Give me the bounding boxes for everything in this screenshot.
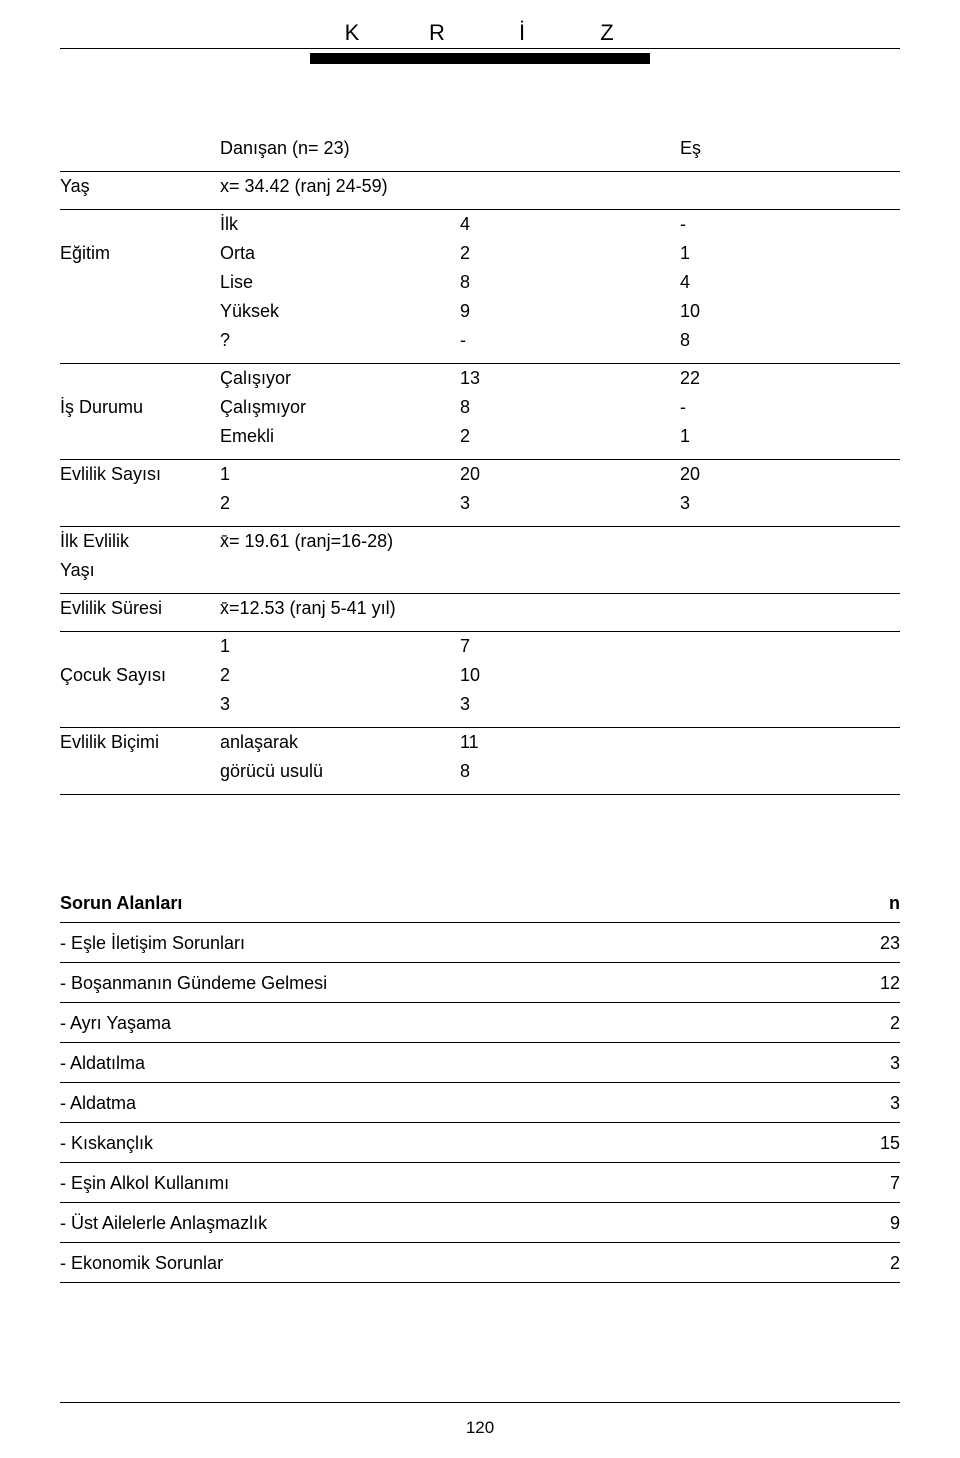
row-label-evsayisi: Evlilik Sayısı <box>60 460 220 490</box>
table-row: - Aldatma3 <box>60 1083 900 1123</box>
row-label-egitim: Eğitim <box>60 239 220 268</box>
cell: 1 <box>680 422 900 451</box>
cell: 3 <box>220 690 460 719</box>
cell: 2 <box>460 422 680 451</box>
cell: Lise <box>220 268 460 297</box>
cell: 3 <box>460 489 680 518</box>
cell: - Eşle İletişim Sorunları <box>60 923 840 963</box>
header-letter: İ <box>480 20 565 46</box>
cell: - Eşin Alkol Kullanımı <box>60 1163 840 1203</box>
problems-table: Sorun Alanları n - Eşle İletişim Sorunla… <box>60 885 900 1283</box>
table-row: - Ayrı Yaşama2 <box>60 1003 900 1043</box>
cell: 1 <box>680 239 900 268</box>
cell: 7 <box>840 1163 900 1203</box>
cell: 2 <box>220 661 460 690</box>
cell: 4 <box>460 210 680 240</box>
cell: anlaşarak <box>220 728 460 758</box>
header-letter: K <box>310 20 395 46</box>
header-bar <box>310 53 650 64</box>
cell: 4 <box>680 268 900 297</box>
row-label-ilkevlilik-l2: Yaşı <box>60 556 220 585</box>
col-header-es: Eş <box>680 134 900 163</box>
cell: x̄=12.53 (ranj 5-41 yıl) <box>220 594 460 624</box>
cell: 2 <box>840 1243 900 1283</box>
cell: 9 <box>840 1203 900 1243</box>
cell: 15 <box>840 1123 900 1163</box>
cell: x̄= 19.61 (ranj=16-28) <box>220 527 460 557</box>
cell: 20 <box>460 460 680 490</box>
table-row: - Boşanmanın Gündeme Gelmesi12 <box>60 963 900 1003</box>
cell: 8 <box>680 326 900 355</box>
cell: 3 <box>840 1043 900 1083</box>
t2-header-label: Sorun Alanları <box>60 885 840 923</box>
cell: 23 <box>840 923 900 963</box>
cell: 3 <box>460 690 680 719</box>
row-label-cocuk: Çocuk Sayısı <box>60 661 220 690</box>
cell: - <box>680 393 900 422</box>
table-row: - Aldatılma3 <box>60 1043 900 1083</box>
cell: 8 <box>460 393 680 422</box>
cell: Çalışmıyor <box>220 393 460 422</box>
cell: 13 <box>460 364 680 394</box>
table-row: - Kıskançlık15 <box>60 1123 900 1163</box>
table-row: - Eşle İletişim Sorunları23 <box>60 923 900 963</box>
row-value-yas: x= 34.42 (ranj 24-59) <box>220 172 460 202</box>
cell: 1 <box>220 632 460 662</box>
header-letter: Z <box>565 20 650 46</box>
row-label-ilkevlilik-l1: İlk Evlilik <box>60 527 220 557</box>
table-row: - Eşin Alkol Kullanımı7 <box>60 1163 900 1203</box>
cell: Orta <box>220 239 460 268</box>
cell: 3 <box>840 1083 900 1123</box>
cell: 8 <box>460 757 680 786</box>
cell: 1 <box>220 460 460 490</box>
row-label-yas: Yaş <box>60 172 220 202</box>
cell: 11 <box>460 728 680 758</box>
cell: Çalışıyor <box>220 364 460 394</box>
cell: 9 <box>460 297 680 326</box>
t2-header-n: n <box>840 885 900 923</box>
header-letters: K R İ Z <box>310 20 650 46</box>
cell: 10 <box>680 297 900 326</box>
page-number: 120 <box>0 1418 960 1438</box>
header-rule <box>60 48 900 49</box>
cell: 20 <box>680 460 900 490</box>
cell: - <box>680 210 900 240</box>
cell: 2 <box>460 239 680 268</box>
cell: İlk <box>220 210 460 240</box>
cell: 2 <box>840 1003 900 1043</box>
cell: 12 <box>840 963 900 1003</box>
cell: - <box>460 326 680 355</box>
cell: Yüksek <box>220 297 460 326</box>
cell: 3 <box>680 489 900 518</box>
demographics-table: Danışan (n= 23) Eş Yaş x= 34.42 (ranj 24… <box>60 134 900 795</box>
cell: 7 <box>460 632 680 662</box>
cell: - Aldatma <box>60 1083 840 1123</box>
cell: - Üst Ailelerle Anlaşmazlık <box>60 1203 840 1243</box>
cell: 22 <box>680 364 900 394</box>
cell: 10 <box>460 661 680 690</box>
table-row: - Üst Ailelerle Anlaşmazlık9 <box>60 1203 900 1243</box>
cell: 8 <box>460 268 680 297</box>
col-header-danisan: Danışan (n= 23) <box>220 134 460 163</box>
cell: 2 <box>220 489 460 518</box>
row-label-isdurumu: İş Durumu <box>60 393 220 422</box>
cell: görücü usulü <box>220 757 460 786</box>
table-row: - Ekonomik Sorunlar2 <box>60 1243 900 1283</box>
row-label-evbicimi: Evlilik Biçimi <box>60 728 220 758</box>
row-label-evsuresi: Evlilik Süresi <box>60 594 220 624</box>
cell: - Ayrı Yaşama <box>60 1003 840 1043</box>
header-letter: R <box>395 20 480 46</box>
cell: ? <box>220 326 460 355</box>
footer-rule <box>60 1402 900 1403</box>
cell: - Aldatılma <box>60 1043 840 1083</box>
cell: - Kıskançlık <box>60 1123 840 1163</box>
cell: - Ekonomik Sorunlar <box>60 1243 840 1283</box>
cell: Emekli <box>220 422 460 451</box>
cell: - Boşanmanın Gündeme Gelmesi <box>60 963 840 1003</box>
